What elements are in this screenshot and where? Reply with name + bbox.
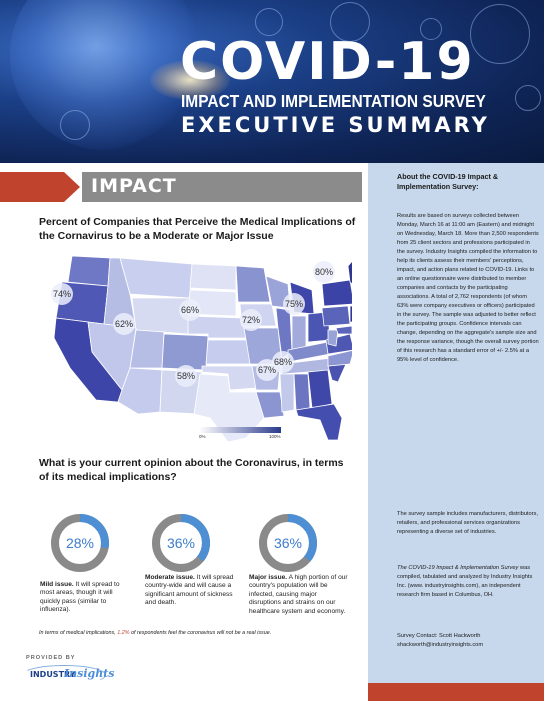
page-title: COVID-19: [180, 32, 475, 92]
donut-chart: [259, 514, 317, 572]
state-mt: [119, 257, 193, 299]
state-co: [161, 333, 209, 371]
virus-bubble: [420, 18, 442, 40]
sidebar-para1: Results are based on surveys collected b…: [397, 213, 539, 363]
state-nj: [349, 305, 352, 323]
page-subtitle: IMPACT AND IMPLEMENTATION SURVEY: [181, 92, 486, 112]
sidebar-para2: The survey sample includes manufacturers…: [397, 511, 538, 535]
map-label: 62%: [115, 319, 133, 329]
map-label: 68%: [274, 357, 292, 367]
donut-moderate: 36%: [150, 512, 212, 574]
virus-bubble: [255, 8, 283, 36]
map-label: 80%: [315, 267, 333, 277]
state-ks: [205, 339, 251, 365]
legend-max: 100%: [269, 434, 281, 439]
state-new-england: [347, 260, 352, 285]
map-badges: 74% 62% 66% 72% 75% 80% 58% 67% 68%: [51, 261, 335, 387]
state-wv: [327, 329, 339, 347]
donut-value: 36%: [273, 535, 303, 551]
question-title: What is your current opinion about the C…: [39, 457, 344, 483]
donut-chart: [152, 514, 210, 572]
map-title: Percent of Companies that Perceive the M…: [39, 216, 356, 242]
logo-swoosh: [22, 665, 106, 685]
option-moderate-text: Moderate issue. It will spread country-w…: [145, 574, 243, 608]
sidebar-contact-email[interactable]: shackworth@industryinsights.com: [397, 642, 484, 648]
option-desc: A high portion of our country's populati…: [249, 574, 348, 615]
state-nc: [327, 350, 352, 367]
virus-bubble: [60, 110, 90, 140]
sidebar-para3-italic: The COVID-19 Impact & Implementation Sur…: [397, 565, 519, 571]
state-la: [255, 391, 285, 419]
us-map: 74% 62% 66% 72% 75% 80% 58% 67% 68%: [51, 255, 352, 442]
state-sc: [327, 363, 347, 383]
sidebar-title: About the COVID-19 Impact & Implementati…: [397, 172, 499, 191]
footnote-highlight: 1.2%: [117, 630, 130, 636]
sidebar-contact: Survey Contact: Scott Hackworth shackwor…: [397, 632, 539, 650]
legend-gradient: [199, 427, 281, 433]
state-ga: [307, 369, 333, 409]
industry-insights-logo: INDUSTRY Insights: [22, 664, 114, 686]
section-header: IMPACT: [0, 172, 362, 202]
page-exec-summary: EXECUTIVE SUMMARY: [181, 113, 490, 137]
state-in: [291, 315, 307, 351]
map-label: 74%: [53, 289, 71, 299]
option-desc: It will spread to most areas, though it …: [40, 581, 120, 614]
sidebar-panel: [368, 163, 544, 701]
footnote-pre: In terms of medical implications,: [39, 630, 118, 636]
map-legend: 0% 100%: [199, 427, 281, 439]
state-ne: [187, 315, 247, 339]
footnote-post: of respondents feel the coronavirus will…: [129, 630, 272, 636]
provided-by-label: PROVIDED BY: [26, 655, 76, 661]
virus-bubble: [515, 85, 541, 111]
donut-value: 28%: [65, 535, 95, 551]
logo-word2: Insights: [64, 667, 115, 680]
footnote: In terms of medical implications, 1.2% o…: [39, 630, 359, 636]
state-mn: [235, 265, 271, 303]
sidebar-para3: The COVID-19 Impact & Implementation Sur…: [397, 564, 539, 600]
option-mild-text: Mild issue. It will spread to most areas…: [40, 581, 130, 615]
virus-bubble: [330, 2, 370, 42]
map-label: 75%: [285, 299, 303, 309]
state-ut: [129, 329, 165, 369]
donut-value: 36%: [166, 535, 196, 551]
option-desc: It will spread country-wide and will cau…: [145, 574, 234, 607]
light-glow: [150, 60, 230, 100]
state-ny: [321, 279, 352, 307]
state-al: [293, 373, 311, 411]
map-label: 58%: [177, 371, 195, 381]
sidebar-para3-rest: was compiled, tabulated and analyzed by …: [397, 565, 533, 598]
map-label: 72%: [242, 315, 260, 325]
state-ms: [279, 373, 295, 413]
option-major-text: Major issue. A high portion of our count…: [249, 574, 349, 616]
donut-chart: [51, 514, 109, 572]
logo-word1: INDUSTRY: [30, 670, 76, 679]
sidebar-accent: [368, 683, 544, 701]
state-fl: [295, 403, 343, 441]
virus-bubble: [470, 4, 530, 64]
donut-mild: 28%: [49, 512, 111, 574]
map-states: [53, 255, 352, 442]
section-header-red-block: [0, 172, 64, 202]
state-nd: [189, 263, 237, 291]
state-wa: [67, 255, 111, 287]
legend-min: 0%: [199, 434, 206, 439]
donut-major: 36%: [257, 512, 319, 574]
section-title: IMPACT: [91, 175, 177, 197]
header-banner: COVID-19 IMPACT AND IMPLEMENTATION SURVE…: [0, 0, 544, 163]
sidebar-contact-name: Survey Contact: Scott Hackworth: [397, 633, 481, 639]
section-arrow-icon: [64, 172, 80, 202]
option-label: Mild issue.: [40, 581, 74, 588]
map-label: 67%: [258, 365, 276, 375]
section-header-gray-block: [82, 172, 362, 202]
option-label: Major issue.: [249, 574, 288, 581]
state-md: [335, 325, 352, 335]
map-label: 66%: [181, 305, 199, 315]
option-label: Moderate issue.: [145, 574, 195, 581]
state-pa: [321, 305, 351, 327]
